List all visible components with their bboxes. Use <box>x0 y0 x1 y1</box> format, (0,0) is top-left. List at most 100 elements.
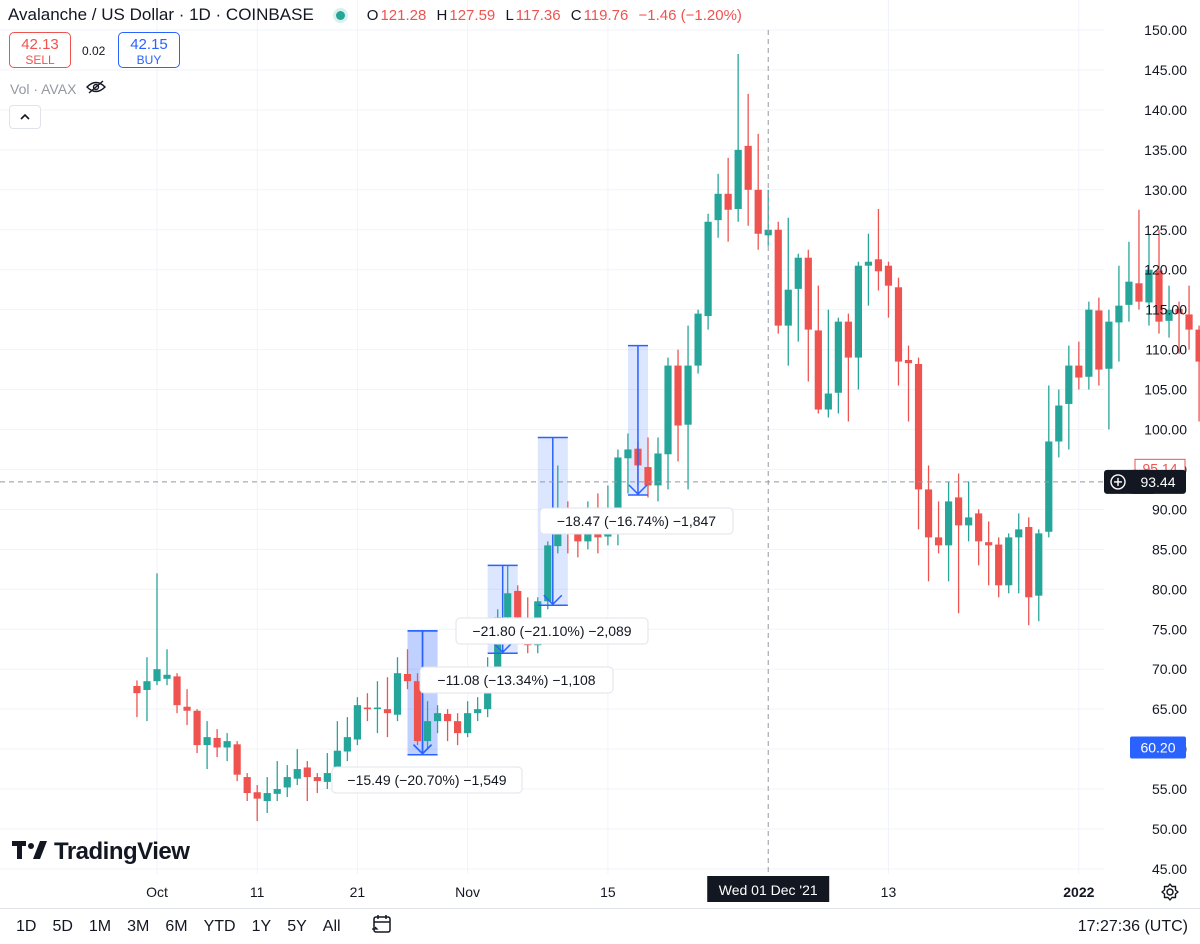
time-tick-label: 13 <box>881 884 897 900</box>
candle <box>153 573 161 686</box>
ohlc-values: O 121.28 H 127.59 L 117.36 C 119.76 −1.46 (−… <box>367 7 748 24</box>
eye-hidden-icon[interactable] <box>86 80 107 97</box>
candle-body <box>744 145 752 190</box>
candle-body <box>664 365 672 455</box>
candle-body <box>443 713 452 722</box>
candle-body <box>163 674 171 679</box>
candle-body <box>1095 310 1103 370</box>
candle-body <box>774 229 782 326</box>
candle-body <box>313 777 321 782</box>
measure-label: −18.47 (−16.74%) −1,847 <box>539 507 734 535</box>
settings-icon[interactable] <box>1160 882 1180 907</box>
utc-clock[interactable]: 17:27:36 (UTC) <box>1077 918 1188 935</box>
measure-label: −15.49 (−20.70%) −1,549 <box>331 766 523 794</box>
candle <box>824 309 832 418</box>
candle <box>644 437 652 498</box>
candle <box>433 705 442 734</box>
candle <box>784 217 792 366</box>
candle-body <box>504 593 512 618</box>
sell-button[interactable]: 42.13 SELL <box>9 32 71 68</box>
candle <box>985 521 993 586</box>
go-to-date-button[interactable] <box>371 913 393 940</box>
chevron-up-icon <box>19 108 31 126</box>
range-all-button[interactable]: All <box>322 917 341 935</box>
candle-body <box>283 777 291 788</box>
price-axis[interactable]: 150.00 145.00 140.00 135.00 130.00 125.00 120.… <box>1104 22 1187 877</box>
candle-body <box>784 289 792 326</box>
candle-body <box>614 457 622 534</box>
price-tick-label: 145.00 <box>1144 62 1187 78</box>
collapse-legend-button[interactable] <box>9 105 41 129</box>
candle <box>814 285 822 414</box>
candle-body <box>474 709 482 714</box>
candle <box>233 741 241 782</box>
candle <box>183 689 191 726</box>
candle-body <box>904 359 913 364</box>
measure-label-text: −15.49 (−20.70%) −1,549 <box>347 772 506 788</box>
candle-body <box>203 737 211 746</box>
sell-label: SELL <box>25 53 55 67</box>
candle-body <box>353 705 361 740</box>
time-tick-label: 21 <box>350 884 366 900</box>
candle-body <box>654 453 662 486</box>
range-6m-button[interactable]: 6M <box>165 917 188 935</box>
range-ytd-button[interactable]: YTD <box>203 917 236 935</box>
candle <box>1195 325 1200 422</box>
range-5y-button[interactable]: 5Y <box>287 917 307 935</box>
candle <box>1005 533 1013 594</box>
candle-body <box>403 673 412 682</box>
range-1d-button[interactable]: 1D <box>16 917 37 935</box>
range-5d-button[interactable]: 5D <box>52 917 73 935</box>
candle <box>724 157 732 242</box>
price-tick-label: 65.00 <box>1152 701 1187 717</box>
candle <box>1105 309 1113 430</box>
candle-body <box>423 721 432 742</box>
measure-head <box>628 484 648 496</box>
candle-body <box>824 393 832 410</box>
tradingview-logo[interactable]: TradingView <box>12 838 190 866</box>
crosshair-date-box <box>707 876 830 902</box>
range-1y-button[interactable]: 1Y <box>251 917 272 935</box>
measure-head <box>412 744 433 755</box>
candle-body <box>1135 283 1143 302</box>
symbol-title[interactable]: Avalanche / US Dollar · 1D · COINBASE <box>8 5 314 24</box>
price-tick-label: 90.00 <box>1152 501 1187 517</box>
buy-button[interactable]: 42.15 BUY <box>118 32 180 68</box>
ohlc-change: −1.46 (−1.20%) <box>638 6 742 24</box>
candle <box>1125 241 1133 322</box>
candle-body <box>253 792 261 799</box>
candle-body <box>514 590 522 618</box>
candle-body <box>734 149 742 209</box>
candle <box>393 657 402 722</box>
candle-body <box>724 193 732 210</box>
ohlc-high: 127.59 <box>449 6 496 24</box>
candle-body <box>714 193 722 221</box>
candle-body <box>884 265 893 286</box>
range-1m-button[interactable]: 1M <box>88 917 112 935</box>
candle <box>1015 513 1023 594</box>
measure-head <box>543 594 563 606</box>
candle <box>474 697 482 722</box>
time-tick-label: Nov <box>455 884 480 900</box>
candle-body <box>1035 533 1043 596</box>
crosshair-date-text: Wed 01 Dec '21 <box>719 882 818 898</box>
candle-body <box>133 685 141 694</box>
time-axis[interactable]: Oct 11 21 Nov 15 13 2022 <box>146 884 1095 900</box>
candle-body <box>1105 321 1113 369</box>
crosshair: Wed 01 Dec '21 <box>0 30 1104 902</box>
range-3m-button[interactable]: 3M <box>127 917 150 935</box>
candle-body <box>464 713 472 734</box>
crosshair-date-label: Wed 01 Dec '21 <box>707 876 830 902</box>
candle <box>704 213 712 330</box>
measure-tools[interactable]: −15.49 (−20.70%) −1,549 −11.08 (−13.34%) … <box>331 344 734 794</box>
candle <box>1185 285 1193 350</box>
candle-body <box>1175 308 1183 314</box>
candle <box>624 433 632 494</box>
candle-body <box>965 517 973 526</box>
candle-body <box>674 365 682 426</box>
candle <box>213 729 221 758</box>
ohlc-open: 121.28 <box>380 6 427 24</box>
candle <box>774 221 782 334</box>
